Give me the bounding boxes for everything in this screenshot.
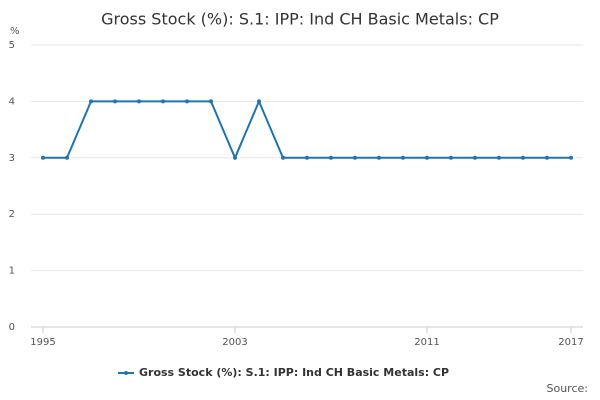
x-tick-label: 2017 — [558, 337, 583, 348]
legend-marker — [124, 371, 128, 375]
x-tick-label: 2003 — [222, 337, 247, 348]
y-unit: % — [10, 26, 20, 37]
data-point — [65, 155, 69, 160]
data-point — [497, 155, 501, 160]
y-tick-label: 4 — [9, 96, 15, 107]
data-point — [41, 155, 45, 160]
data-point — [137, 99, 141, 104]
data-point — [89, 99, 93, 104]
data-point — [521, 155, 525, 160]
data-point — [161, 99, 165, 104]
data-point — [569, 155, 573, 160]
data-point — [257, 99, 261, 104]
y-tick-label: 2 — [9, 209, 15, 220]
data-point — [401, 155, 405, 160]
data-point — [281, 155, 285, 160]
chart-title: Gross Stock (%): S.1: IPP: Ind CH Basic … — [101, 10, 499, 29]
source: Source: — [547, 382, 589, 395]
data-point — [185, 99, 189, 104]
x-tick-label: 1995 — [30, 337, 55, 348]
x-tick-label: 2011 — [414, 337, 439, 348]
data-point — [209, 99, 213, 104]
data-point — [113, 99, 117, 104]
y-tick-label: 0 — [9, 322, 15, 333]
data-point — [425, 155, 429, 160]
data-line — [43, 98, 571, 161]
data-point — [353, 155, 357, 160]
legend-label: Gross Stock (%): S.1: IPP: Ind CH Basic … — [139, 366, 449, 379]
data-point — [473, 155, 477, 160]
data-point — [545, 155, 549, 160]
y-tick-label: 1 — [9, 266, 15, 277]
data-point — [329, 155, 333, 160]
data-point — [233, 155, 237, 160]
y-tick-label: 5 — [9, 40, 15, 51]
data-point — [449, 155, 453, 160]
y-tick-label: 3 — [9, 153, 15, 164]
data-point — [377, 155, 381, 160]
data-point — [305, 155, 309, 160]
